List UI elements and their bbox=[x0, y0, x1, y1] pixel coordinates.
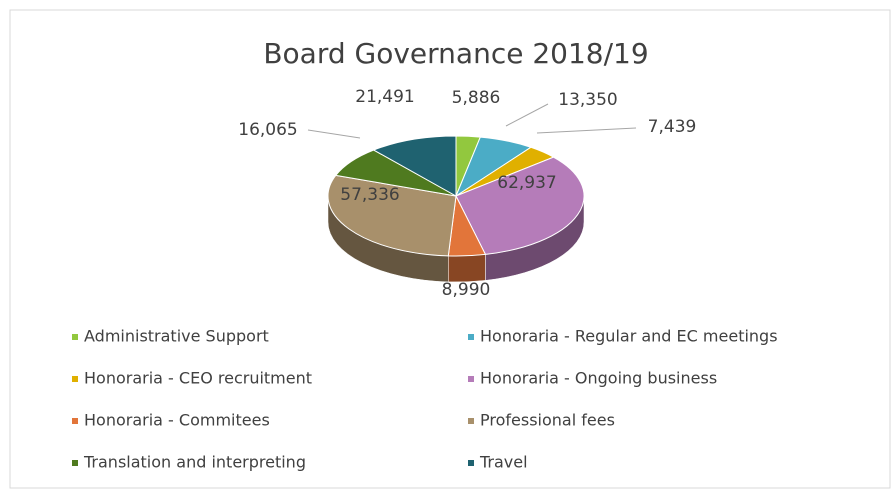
slice bbox=[455, 156, 585, 255]
legend-label: Travel bbox=[479, 453, 528, 472]
legend-swatch bbox=[468, 376, 474, 382]
legend-label: Professional fees bbox=[480, 411, 615, 430]
data-label: 21,491 bbox=[355, 87, 414, 107]
data-label: 16,065 bbox=[238, 120, 297, 140]
legend-label: Honoraria - CEO recruitment bbox=[84, 369, 312, 388]
leader-line bbox=[307, 129, 361, 139]
slice bbox=[372, 135, 457, 197]
legend-swatch bbox=[468, 334, 474, 340]
legend-swatch bbox=[72, 460, 78, 466]
slice-side bbox=[448, 254, 486, 283]
legend-swatch bbox=[72, 376, 78, 382]
leader-line bbox=[536, 127, 637, 134]
data-label: 57,336 bbox=[340, 185, 399, 205]
data-label: 7,439 bbox=[648, 117, 697, 137]
legend-swatch bbox=[468, 418, 474, 424]
data-label: 5,886 bbox=[452, 88, 501, 108]
legend-label: Honoraria - Ongoing business bbox=[480, 369, 717, 388]
legend-label: Translation and interpreting bbox=[83, 453, 306, 472]
data-label: 13,350 bbox=[558, 90, 617, 110]
legend-swatch bbox=[468, 460, 474, 466]
chart-title: Board Governance 2018/19 bbox=[263, 37, 648, 70]
legend-label: Administrative Support bbox=[84, 327, 269, 346]
legend-swatch bbox=[72, 334, 78, 340]
legend-label: Honoraria - Commitees bbox=[84, 411, 270, 430]
legend-swatch bbox=[72, 418, 78, 424]
data-label: 8,990 bbox=[442, 280, 491, 300]
data-label: 62,937 bbox=[497, 173, 556, 193]
leader-line bbox=[505, 103, 549, 127]
legend-label: Honoraria - Regular and EC meetings bbox=[480, 327, 778, 346]
slice bbox=[327, 174, 457, 257]
